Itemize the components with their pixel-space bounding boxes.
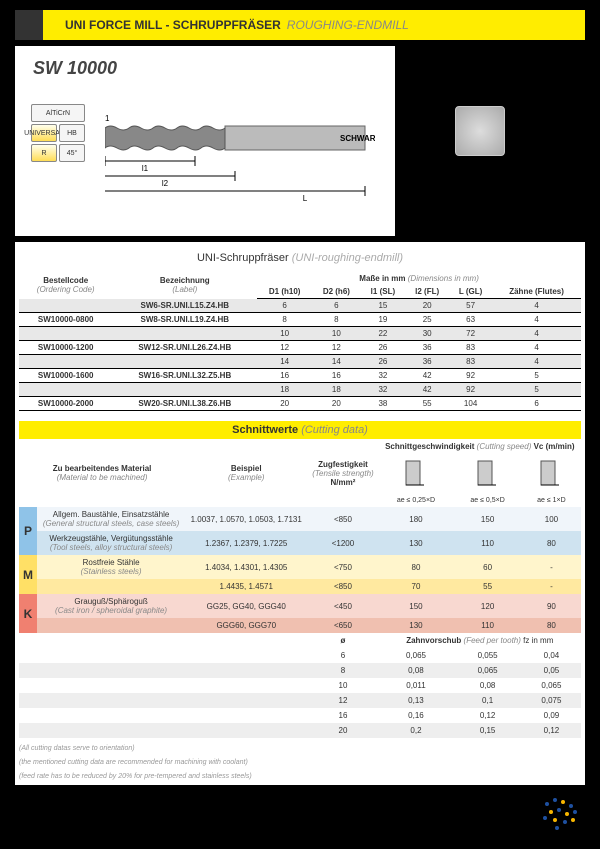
badge-hb: HB — [59, 124, 85, 142]
dimensions-table: Bestellcode(Ordering Code) Bezeichnung(L… — [19, 272, 581, 411]
brand-label: SCHWARZ — [340, 134, 375, 143]
table-row: 80,080,0650,05 — [19, 663, 581, 678]
logo-dots — [535, 794, 585, 834]
table-row: 100,0110,080,065 — [19, 678, 581, 693]
header-band: UNI FORCE MILL - SCHRUPPFRÄSER ROUGHING-… — [15, 10, 585, 40]
table-row: 10102230724 — [19, 327, 581, 341]
dim-l2: l2 — [162, 179, 169, 188]
table-row: GGG60, GGG70<65013011080 — [19, 618, 581, 633]
endview-icon — [455, 106, 505, 156]
footnotes: (All cutting datas serve to orientation)… — [19, 744, 581, 781]
table-row: SW10000-2000SW20-SR.UNI.L38.Z6.HB2020385… — [19, 397, 581, 411]
table-row: 160,160,120,09 — [19, 708, 581, 723]
table-row: 14142636834 — [19, 355, 581, 369]
table-row: SW6-SR.UNI.L15.Z4.HB661520574 — [19, 299, 581, 313]
table-row: 1.4435, 1.4571<8507055- — [19, 579, 581, 594]
cutting-data-header: Schnittwerte (Cutting data) — [19, 421, 581, 439]
table-row: PAllgem. Baustähle, Einsatzstähle(Genera… — [19, 507, 581, 531]
header-subtitle: ROUGHING-ENDMILL — [287, 18, 409, 32]
header-accent — [15, 10, 43, 40]
header-title: UNI FORCE MILL - SCHRUPPFRÄSER — [65, 18, 281, 32]
dim-D1: ØD1 — [105, 114, 110, 123]
diagram-caption: UNI-Schruppfräser (UNI-roughing-endmill) — [19, 250, 581, 266]
table-row: SW10000-1600SW16-SR.UNI.L32.Z5.HB1616324… — [19, 369, 581, 383]
table-row: SW10000-1200SW12-SR.UNI.L26.Z4.HB1212263… — [19, 341, 581, 355]
dim-l1: l1 — [142, 164, 149, 173]
cutting-data-table: Zu bearbeitendes Material(Material to be… — [19, 439, 581, 738]
table-row: 60,0650,0550,04 — [19, 648, 581, 663]
product-code: SW 10000 — [33, 58, 117, 79]
badge-45: 45° — [59, 144, 85, 162]
table-row: 200,20,150,12 — [19, 723, 581, 738]
table-row: 18183242925 — [19, 383, 581, 397]
property-badges: AlTiCrN UNIVERSAL HB R 45° — [31, 104, 91, 162]
table-row: Werkzeugstähle, Vergütungsstähle(Tool st… — [19, 531, 581, 555]
badge-universal: UNIVERSAL — [31, 124, 57, 142]
product-diagram-panel: SW 10000 AlTiCrN UNIVERSAL HB R 45° SCHW… — [15, 46, 395, 236]
dim-L: L — [303, 194, 308, 203]
table-row: 120,130,10,075 — [19, 693, 581, 708]
badge-coating: AlTiCrN — [31, 104, 85, 122]
table-row: MRostfreie Stähle(Stainless steels)1.403… — [19, 555, 581, 579]
endmill-diagram: SCHWARZ l1 l2 L ØD1 — [105, 106, 375, 216]
badge-r: R — [31, 144, 57, 162]
table-row: SW10000-0800SW8-SR.UNI.L19.Z4.HB88192563… — [19, 313, 581, 327]
table-row: KGrauguß/Sphäroguß(Cast iron / spheroida… — [19, 594, 581, 618]
